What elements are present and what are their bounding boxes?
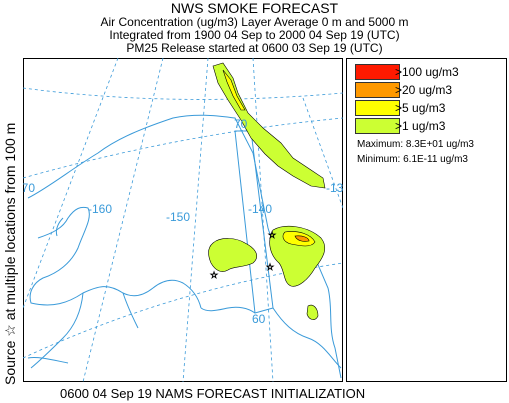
legend-label-100: >100 ug/m3 [395, 65, 459, 79]
minimum-value: Minimum: 6.1E-11 ug/m3 [357, 154, 468, 165]
legend-swatch-100 [355, 64, 400, 80]
svg-text:☆: ☆ [210, 271, 218, 281]
plume-north [212, 62, 326, 189]
forecast-title: NWS SMOKE FORECAST [170, 0, 339, 16]
legend-swatch-20 [355, 82, 400, 98]
lon-label: -170 [23, 181, 35, 195]
lat-label: 60 [252, 312, 266, 326]
lon-label: -150 [166, 210, 190, 224]
smoke-plumes [208, 62, 326, 320]
svg-text:☆: ☆ [266, 263, 274, 273]
source-side-label: Source ☆ at multiple locations from 100 … [2, 122, 18, 385]
subtitle-release: PM25 Release started at 0600 03 Sep 19 (… [126, 41, 383, 55]
lat-label: 70 [234, 117, 248, 131]
legend-label-20: >20 ug/m3 [395, 83, 453, 97]
forecast-initialization: 0600 04 Sep 19 NAMS FORECAST INITIALIZAT… [60, 386, 366, 401]
concentration-legend: >100 ug/m3 >20 ug/m3 >5 ug/m3 >1 ug/m3 M… [346, 58, 507, 382]
maximum-value: Maximum: 8.3E+01 ug/m3 [357, 139, 474, 150]
legend-swatch-1 [355, 118, 400, 134]
plume-central [208, 238, 257, 272]
legend-label-5: >5 ug/m3 [395, 101, 446, 115]
legend-label-1: >1 ug/m3 [395, 119, 446, 133]
subtitle-concentration: Air Concentration (ug/m3) Layer Average … [100, 15, 409, 29]
legend-swatch-5 [355, 100, 400, 116]
lon-label: -130 [326, 181, 343, 195]
svg-text:☆: ☆ [268, 231, 276, 241]
source-markers: ☆ ☆ ☆ [210, 231, 277, 282]
subtitle-integration: Integrated from 1900 04 Sep to 2000 04 S… [109, 28, 400, 42]
lon-label: -160 [88, 202, 112, 216]
alaska-coastline [27, 114, 342, 379]
smoke-forecast-map: ☆ ☆ ☆ -170 -160 -150 -140 -130 70 60 [11, 57, 350, 383]
lon-label: -140 [248, 202, 272, 216]
